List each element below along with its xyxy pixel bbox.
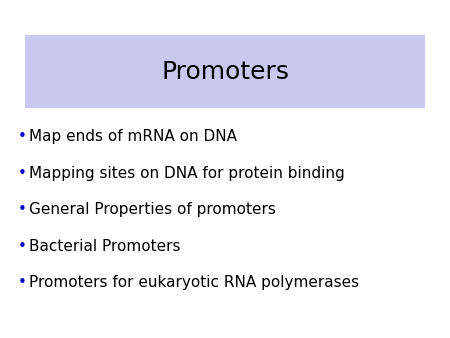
Text: •: •	[18, 239, 27, 254]
Text: •: •	[18, 275, 27, 290]
Text: Promoters for eukaryotic RNA polymerases: Promoters for eukaryotic RNA polymerases	[29, 275, 360, 290]
Text: •: •	[18, 166, 27, 181]
Text: •: •	[18, 129, 27, 144]
FancyBboxPatch shape	[25, 35, 425, 108]
Text: Bacterial Promoters: Bacterial Promoters	[29, 239, 181, 254]
Text: Promoters: Promoters	[161, 60, 289, 84]
Text: •: •	[18, 202, 27, 217]
Text: Mapping sites on DNA for protein binding: Mapping sites on DNA for protein binding	[29, 166, 345, 181]
Text: General Properties of promoters: General Properties of promoters	[29, 202, 276, 217]
Text: Map ends of mRNA on DNA: Map ends of mRNA on DNA	[29, 129, 237, 144]
